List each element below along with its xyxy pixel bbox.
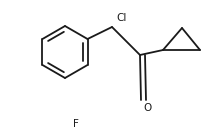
Text: F: F: [73, 119, 79, 129]
Text: Cl: Cl: [117, 13, 127, 23]
Text: O: O: [144, 103, 152, 113]
